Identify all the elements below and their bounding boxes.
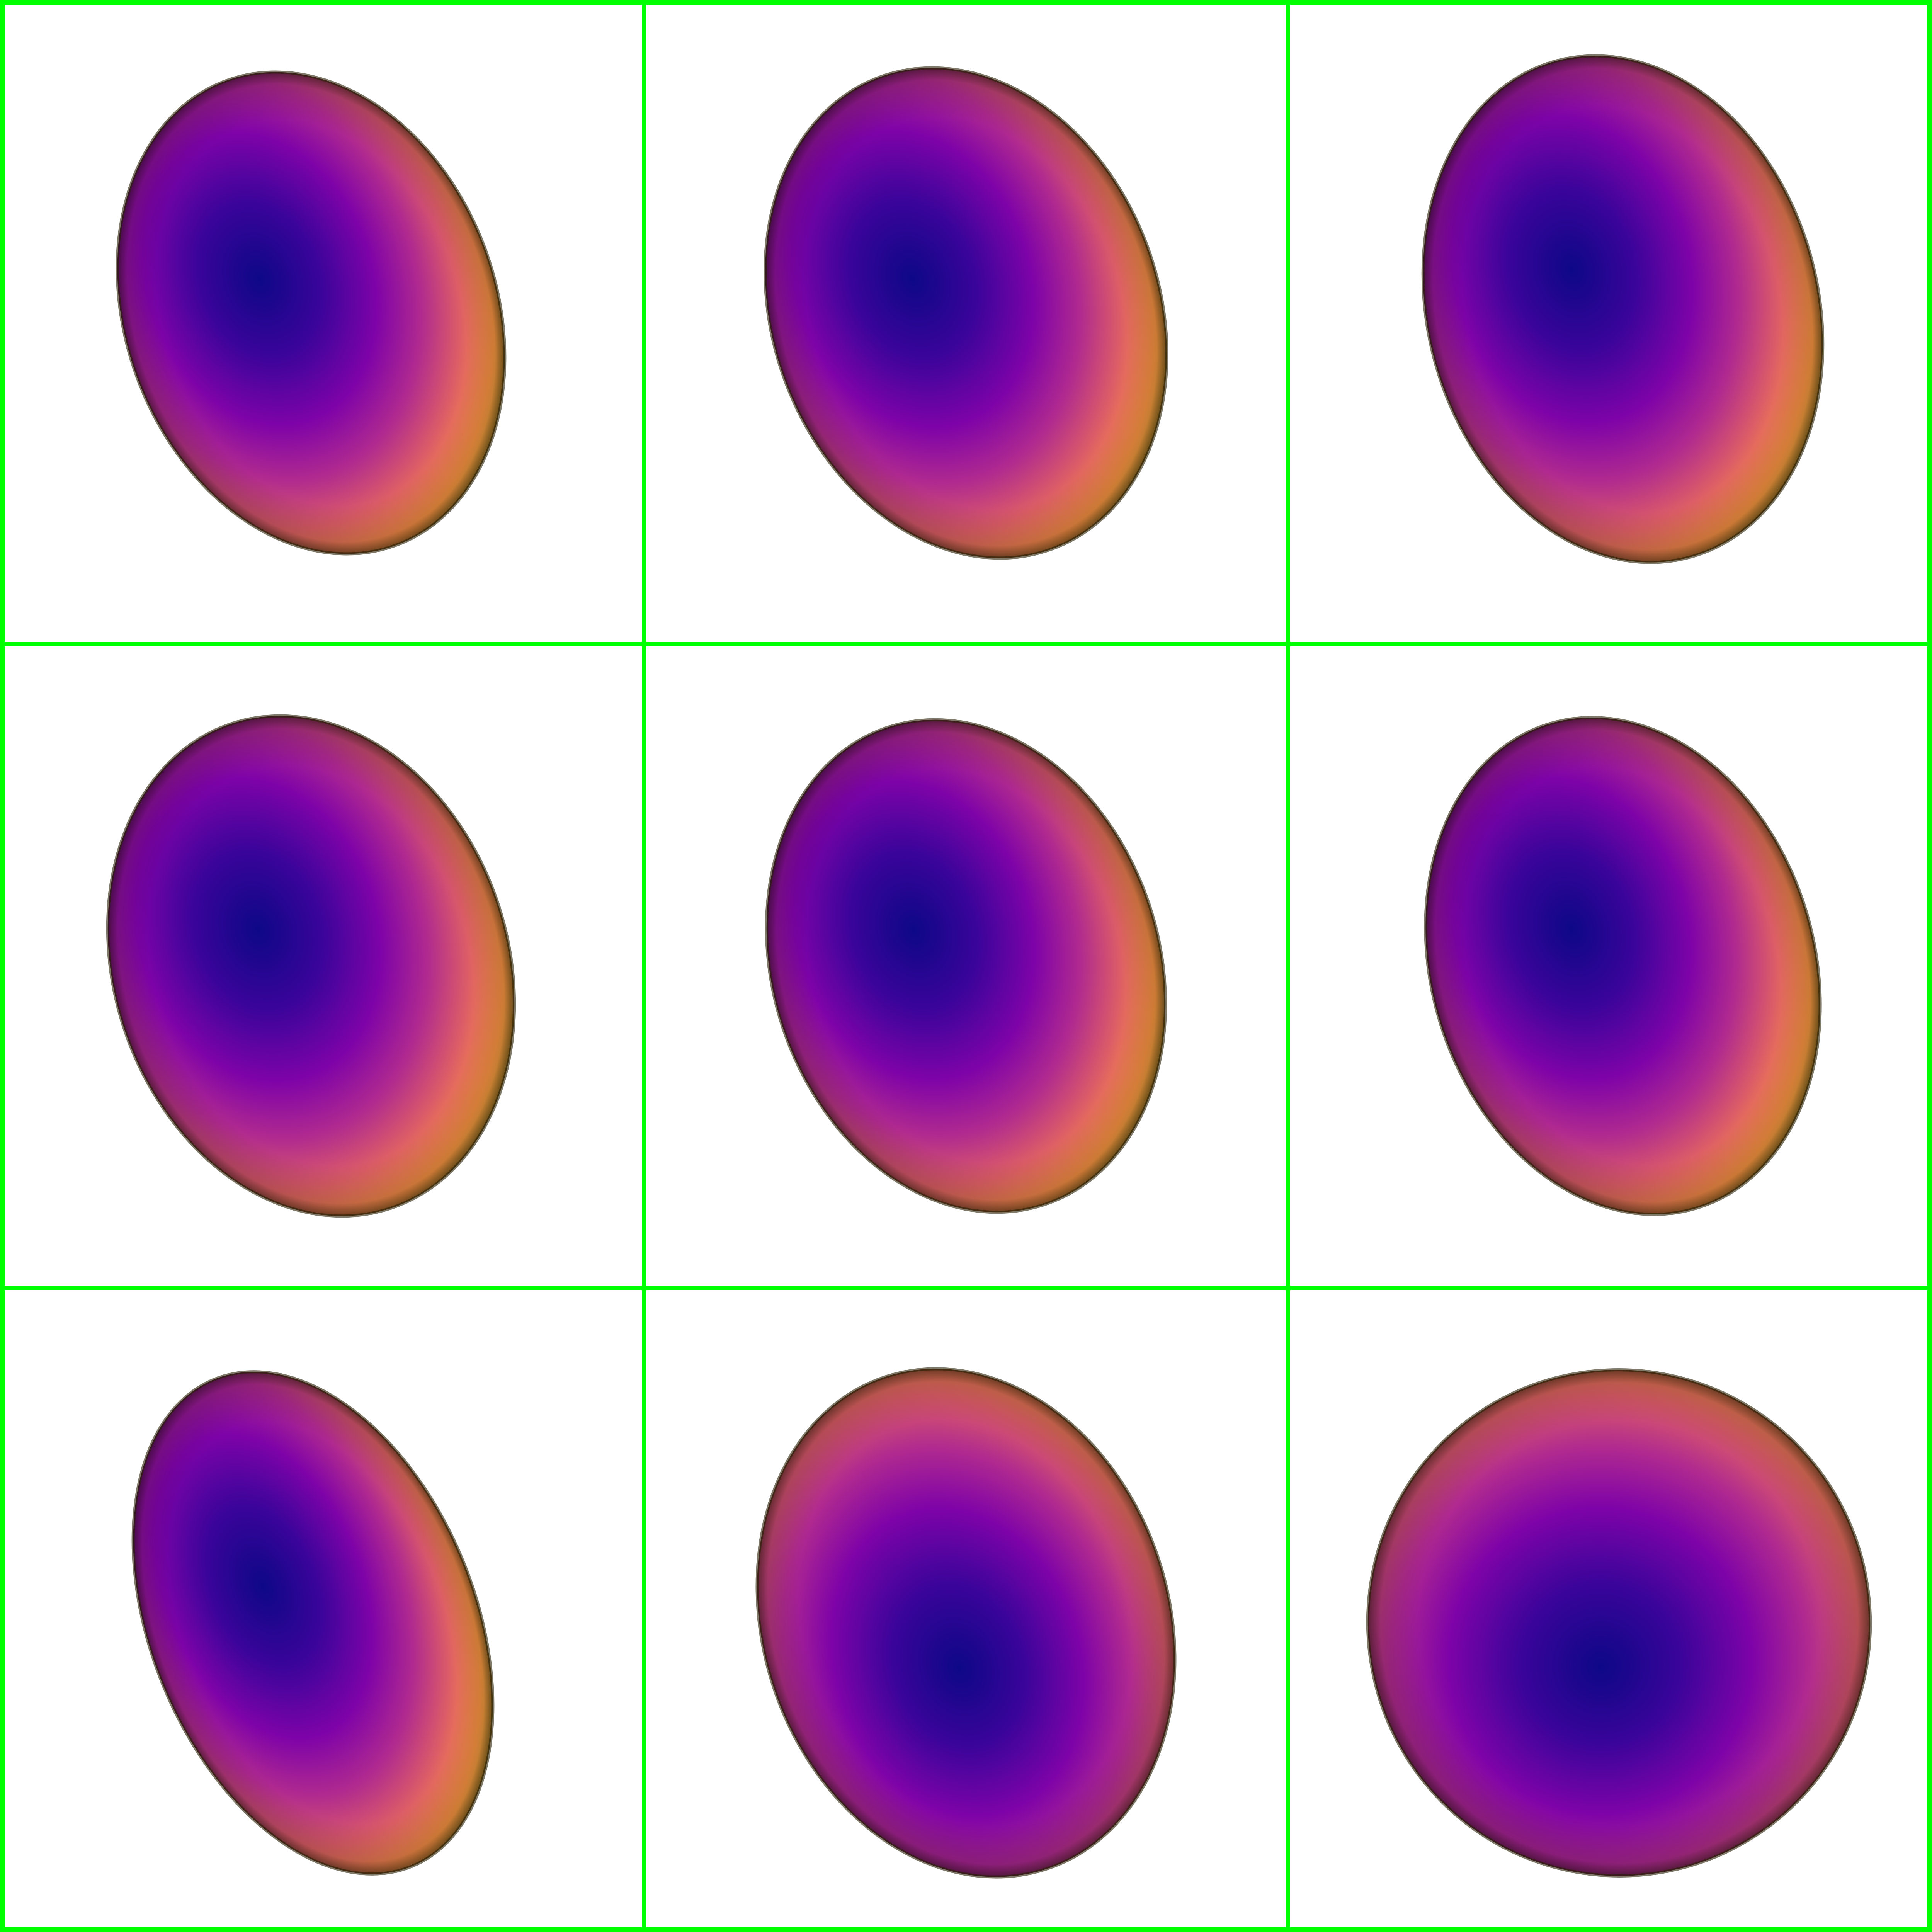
ellipsoid-cell-7 [131,1370,495,1876]
ellipsoid-cell-8 [755,1367,1177,1879]
ellipsoid-cell-9 [1366,1368,1872,1878]
ellipsoid-cell-3 [1421,54,1825,564]
ellipsoid-cell-4 [106,714,516,1218]
ellipsoid-cell-2 [764,66,1168,560]
ellipsoid-cell-5 [765,718,1167,1214]
ellipsoid-cell-6 [1424,716,1822,1216]
ellipsoid-cell-1 [116,70,507,556]
